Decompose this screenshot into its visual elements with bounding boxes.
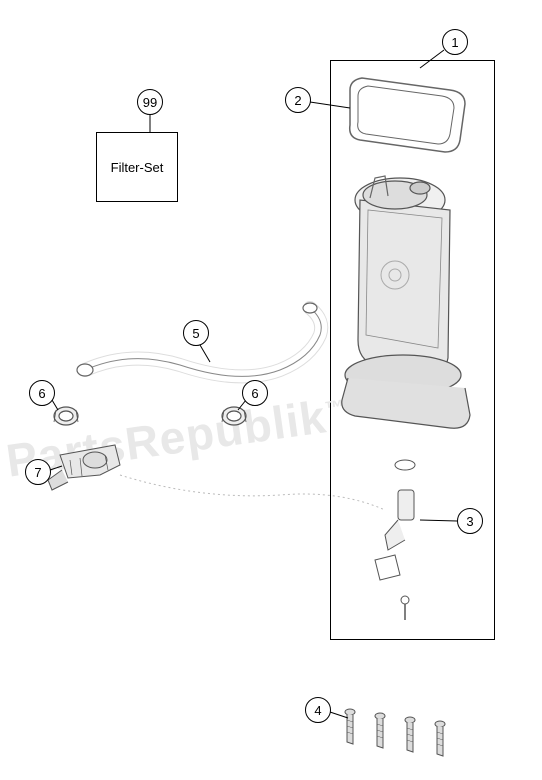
fuel-pump-body <box>342 176 470 428</box>
callout-4: 4 <box>305 697 331 723</box>
parts-illustration <box>0 0 542 780</box>
mounting-screws <box>345 709 445 756</box>
callout-99: 99 <box>137 89 163 115</box>
callout-2: 2 <box>285 87 311 113</box>
callout-5: 5 <box>183 320 209 346</box>
connector-assembly <box>375 460 415 620</box>
hose-clamp-right <box>222 407 246 425</box>
callout-3: 3 <box>457 508 483 534</box>
gasket-part <box>350 78 465 152</box>
fuel-hose <box>77 303 385 510</box>
callout-6-right: 6 <box>242 380 268 406</box>
parts-diagram: PartsRepublik™ Filter-Set <box>0 0 542 780</box>
callout-7: 7 <box>25 459 51 485</box>
callout-6-left: 6 <box>29 380 55 406</box>
callout-1: 1 <box>442 29 468 55</box>
